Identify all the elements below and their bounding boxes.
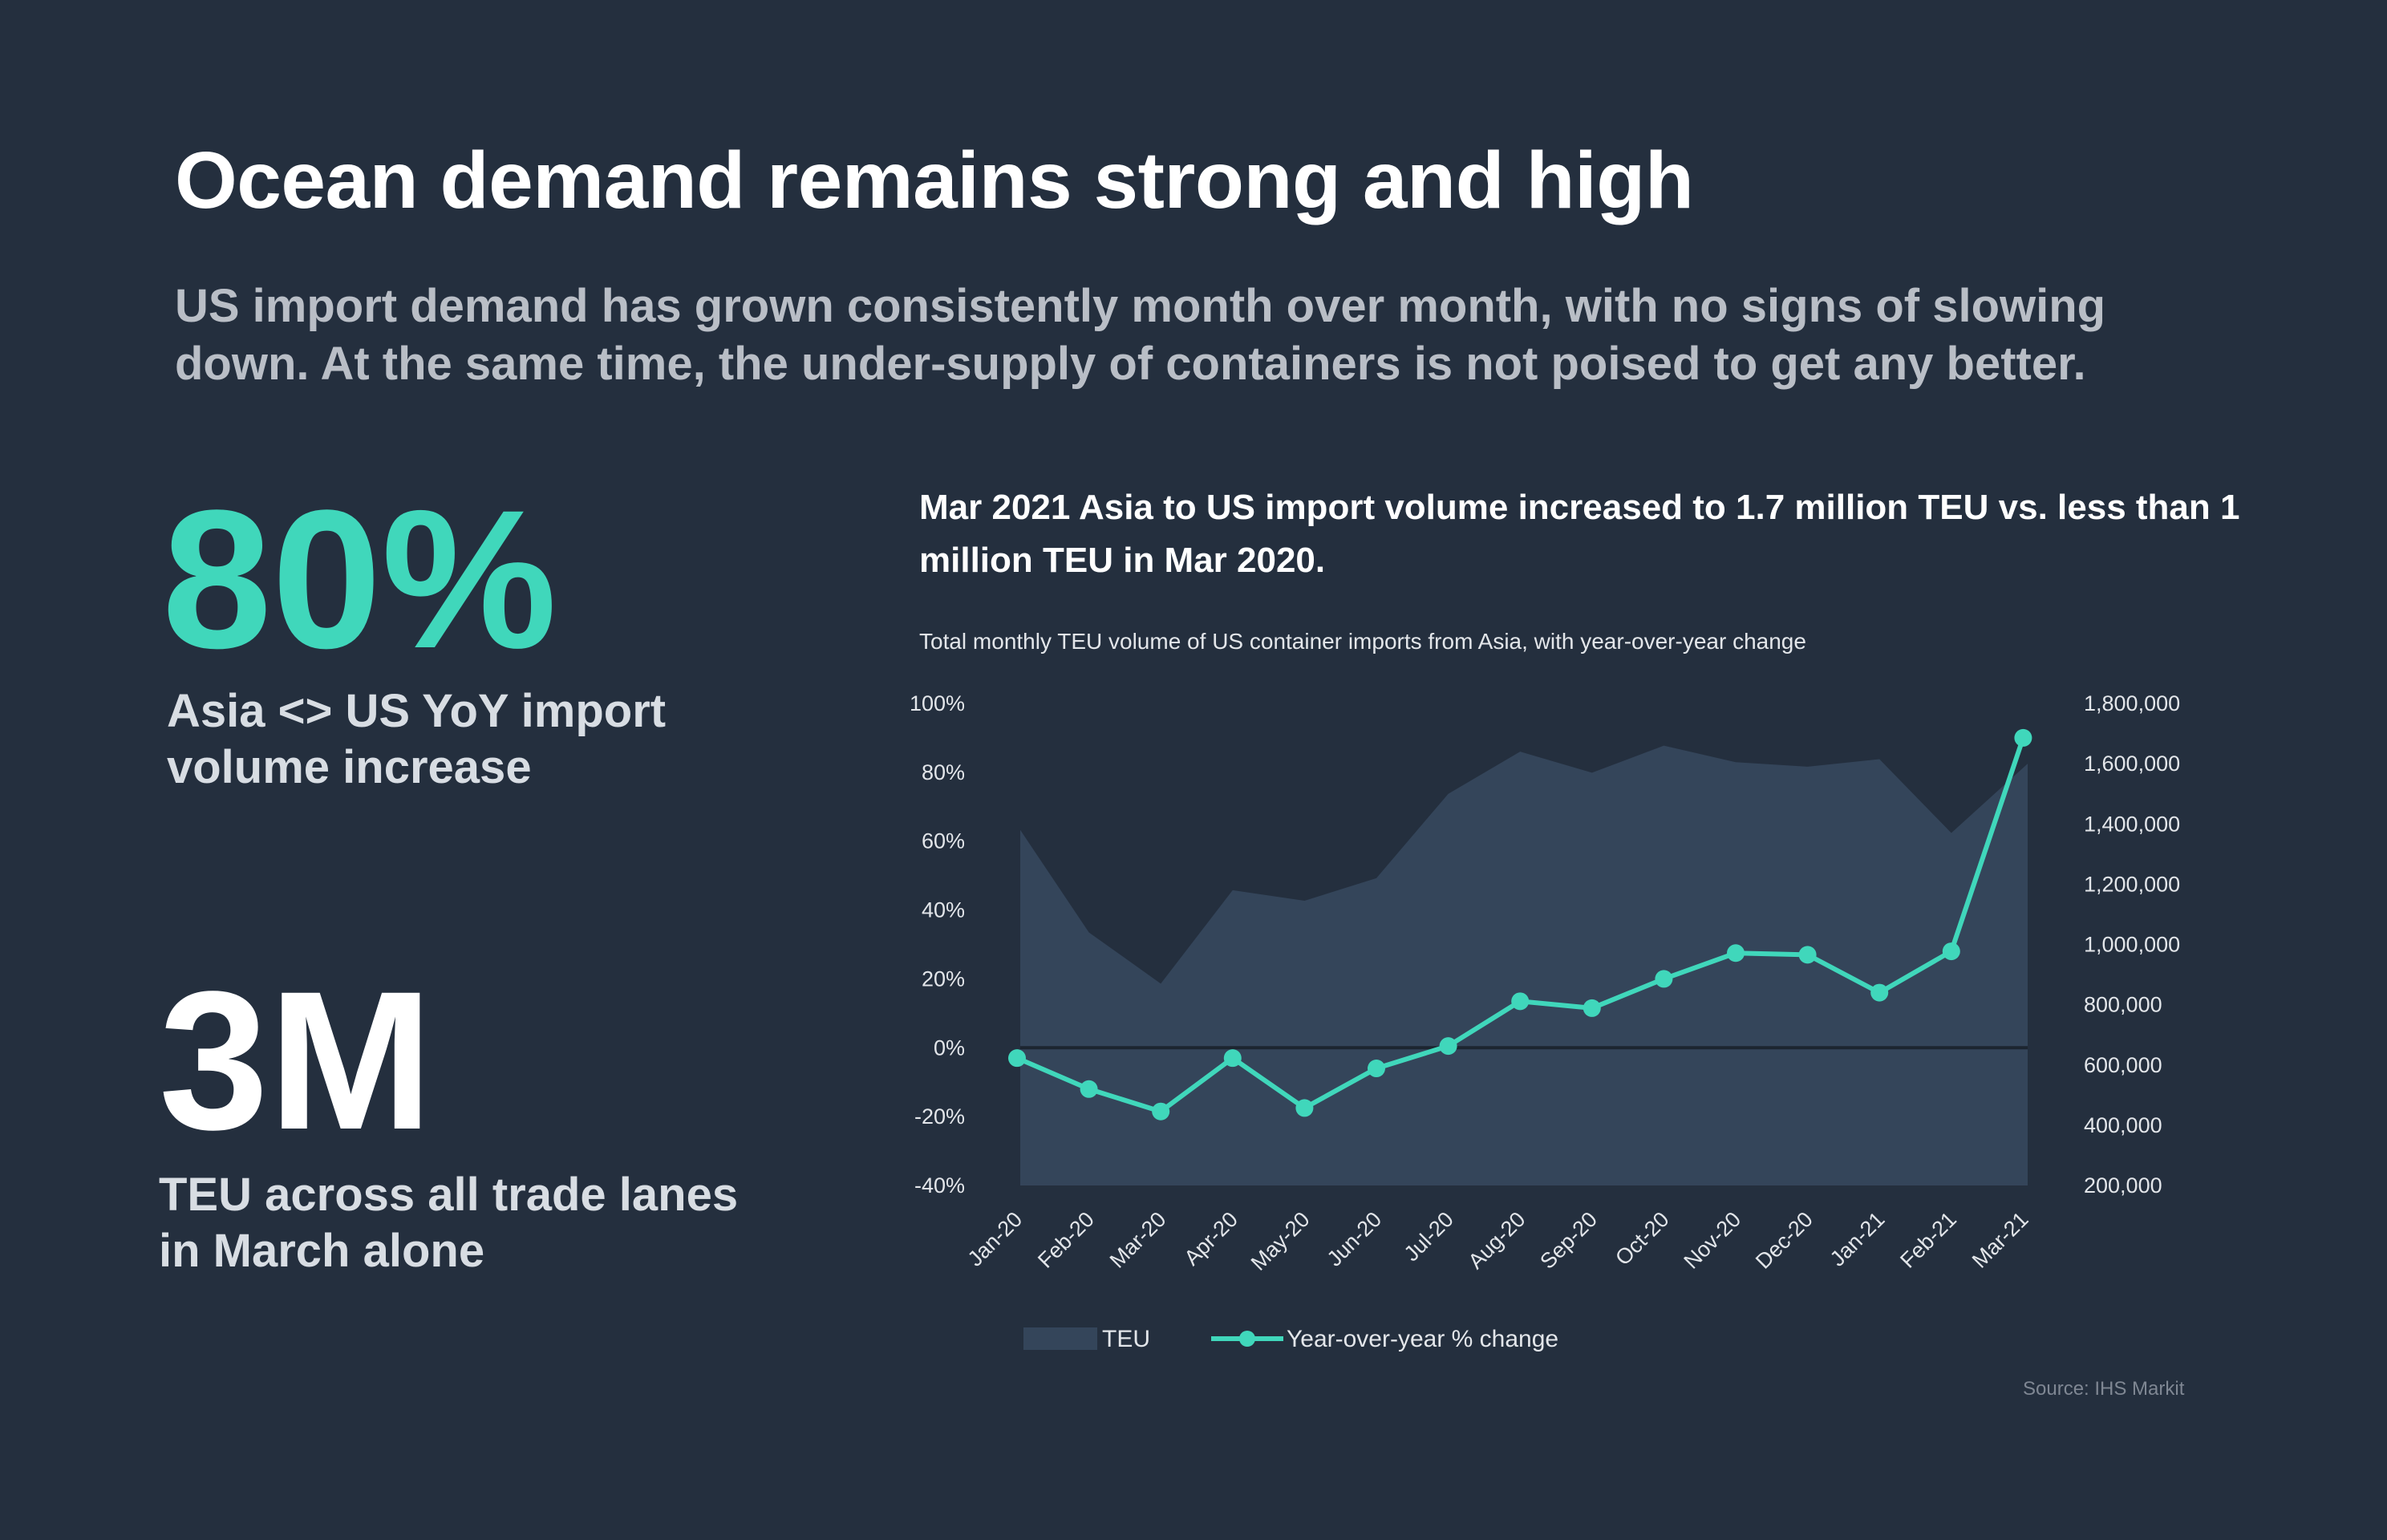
yoy-point (1942, 942, 1960, 961)
x-tick-label: Jan-20 (963, 1207, 1027, 1271)
y-right-tick-label: 1,800,000 (2084, 691, 2180, 715)
y-left-tick-label: 80% (922, 760, 965, 784)
x-tick-label: Jun-20 (1323, 1207, 1387, 1271)
page-title: Ocean demand remains strong and high (175, 136, 1694, 225)
x-tick-label: Mar-20 (1105, 1207, 1171, 1273)
x-tick-label: Aug-20 (1464, 1207, 1530, 1274)
x-tick-label: Jul-20 (1400, 1207, 1458, 1266)
yoy-point (1368, 1060, 1385, 1078)
y-right-tick-label: 1,600,000 (2084, 752, 2180, 776)
legend-yoy-label: Year-over-year % change (1287, 1326, 1558, 1352)
chart-title: Total monthly TEU volume of US container… (919, 629, 1806, 654)
y-left-tick-label: 20% (922, 967, 965, 991)
yoy-point (1798, 946, 1817, 964)
y-left-tick-label: 40% (922, 898, 965, 922)
yoy-point (1439, 1037, 1457, 1056)
stat-value-import-increase: 80% (162, 469, 557, 690)
stat-value-teu-march: 3M (159, 950, 433, 1171)
y-right-tick-label: 800,000 (2084, 993, 2162, 1017)
stat-label-import-increase: Asia <> US YoY import volume increase (167, 685, 667, 793)
yoy-point (1727, 944, 1745, 962)
yoy-point (1223, 1049, 1242, 1068)
yoy-point (1655, 970, 1673, 988)
x-tick-label: Apr-20 (1180, 1207, 1243, 1270)
yoy-point (1080, 1080, 1098, 1098)
y-right-tick-label: 1,200,000 (2084, 872, 2180, 896)
y-right-tick-label: 1,000,000 (2084, 933, 2180, 957)
y-right-tick-label: 600,000 (2084, 1053, 2162, 1077)
x-tick-label: Oct-20 (1611, 1207, 1674, 1270)
yoy-point (1870, 983, 1889, 1002)
x-tick-label: May-20 (1246, 1207, 1315, 1275)
stat-label-teu-march: TEU across all trade lanes in March alon… (159, 1169, 739, 1277)
yoy-point (2014, 728, 2032, 747)
x-tick-label: Mar-21 (1968, 1207, 2033, 1273)
yoy-point (1511, 992, 1530, 1011)
y-left-tick-label: -20% (914, 1104, 965, 1129)
y-right-tick-label: 200,000 (2084, 1173, 2162, 1198)
chart-headline: Mar 2021 Asia to US import volume increa… (919, 488, 2240, 580)
x-tick-label: Feb-20 (1033, 1207, 1099, 1273)
teu-area (1020, 745, 2028, 1185)
legend-yoy-marker (1239, 1331, 1255, 1347)
source-note: Source: IHS Markit (2023, 1378, 2185, 1400)
yoy-point (1152, 1102, 1170, 1121)
legend-teu-swatch (1023, 1327, 1097, 1350)
y-left-tick-label: 60% (922, 829, 965, 853)
x-tick-label: Sep-20 (1535, 1207, 1602, 1274)
y-right-tick-label: 1,400,000 (2084, 812, 2180, 836)
y-right-tick-label: 400,000 (2084, 1113, 2162, 1137)
y-left-tick-label: 0% (934, 1035, 965, 1060)
x-tick-label: Nov-20 (1679, 1207, 1745, 1274)
y-left-tick-label: -40% (914, 1173, 965, 1198)
x-tick-label: Dec-20 (1751, 1207, 1818, 1274)
page-subtitle: US import demand has grown consistently … (175, 280, 2106, 390)
yoy-point (1295, 1099, 1314, 1117)
x-tick-label: Feb-21 (1895, 1207, 1961, 1273)
x-tick-label: Jan-21 (1826, 1207, 1890, 1271)
yoy-point (1583, 999, 1601, 1017)
yoy-point (1008, 1049, 1026, 1068)
legend-teu-label: TEU (1102, 1326, 1150, 1352)
y-left-tick-label: 100% (910, 691, 965, 715)
